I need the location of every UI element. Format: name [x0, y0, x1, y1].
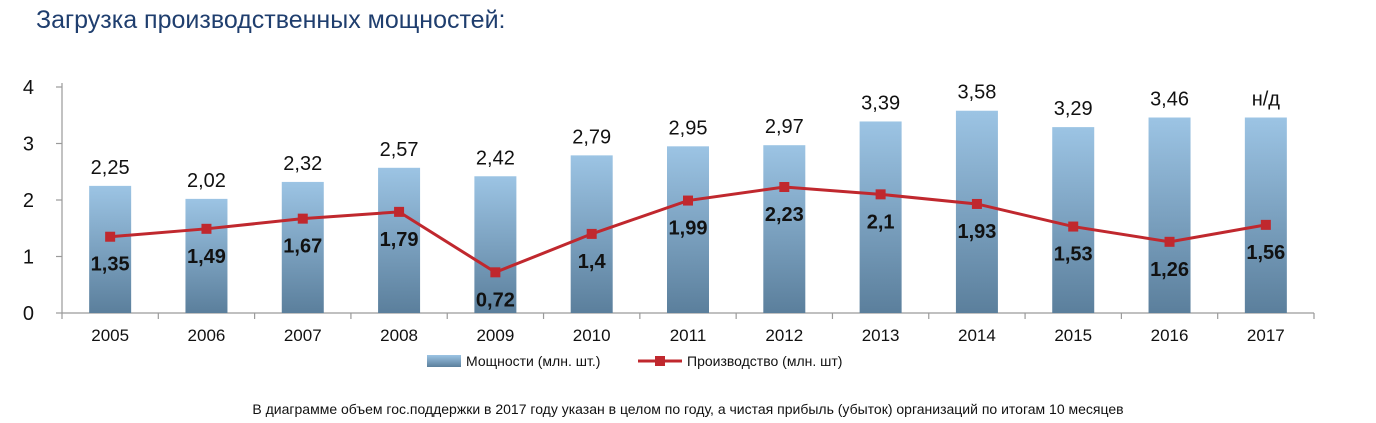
- x-tick-label: 2011: [670, 326, 707, 345]
- capacity-bar-label: 3,39: [861, 92, 900, 114]
- production-point: [105, 231, 116, 242]
- capacity-bar-label: 2,57: [380, 139, 419, 161]
- y-tick-label: 1: [23, 247, 34, 269]
- capacity-bar-label: н/д: [1252, 89, 1281, 111]
- x-tick-label: 2015: [1054, 326, 1092, 345]
- production-point: [586, 228, 597, 239]
- footnote: В диаграмме объем гос.поддержки в 2017 г…: [252, 401, 1124, 417]
- capacity-bar-label: 2,02: [187, 170, 226, 192]
- x-tick-label: 2017: [1247, 326, 1285, 345]
- capacity-bar: [89, 185, 132, 313]
- y-tick-label: 0: [23, 303, 34, 325]
- capacity-bar: [378, 167, 421, 313]
- x-tick-label: 2009: [476, 326, 514, 345]
- x-tick-label: 2012: [765, 326, 803, 345]
- production-point-label: 1,4: [578, 251, 607, 273]
- production-point: [779, 182, 790, 193]
- production-point-label: 1,56: [1246, 242, 1285, 264]
- capacity-bar: [281, 181, 324, 313]
- production-point-label: 2,23: [765, 204, 804, 226]
- production-point: [201, 223, 212, 234]
- capacity-bar-label: 2,97: [765, 116, 804, 138]
- line-series: [105, 182, 1271, 278]
- production-point: [683, 195, 693, 206]
- capacity-bar-label: 2,25: [91, 157, 130, 179]
- capacity-bar: [1052, 127, 1095, 314]
- bar-series: [89, 110, 1287, 314]
- x-tick-label: 2013: [862, 326, 900, 345]
- production-point-label: 1,67: [283, 236, 322, 258]
- production-point-label: 2,1: [867, 211, 895, 233]
- production-point-label: 1,26: [1150, 259, 1189, 281]
- production-point-label: 0,72: [476, 289, 515, 311]
- production-point-label: 1,49: [187, 246, 226, 268]
- capacity-bar: [474, 176, 517, 313]
- capacity-bar-label: 2,32: [283, 153, 322, 175]
- x-tick-label: 2007: [284, 326, 322, 345]
- production-point: [875, 189, 886, 200]
- y-tick-label: 3: [23, 134, 34, 156]
- production-point: [1068, 221, 1079, 232]
- capacity-chart: 0 1 2 3 4 2005 2006 2007 2008 2009 2010 2011 2012 201…: [23, 77, 1315, 369]
- y-tick-label: 2: [23, 190, 34, 212]
- x-tick-label: 2005: [91, 326, 129, 345]
- capacity-bar-label: 2,42: [476, 147, 515, 169]
- capacity-bar-label: 3,46: [1150, 89, 1189, 111]
- data-labels: 2,25 2,02 2,32 2,57 2,42 2,79 2,95 2,97 3,39 3,58…: [91, 82, 1286, 312]
- production-point-label: 1,79: [380, 229, 419, 251]
- x-tick-label: 2014: [958, 326, 996, 345]
- capacity-bar-label: 3,29: [1054, 98, 1093, 120]
- y-tick-label: 4: [23, 77, 34, 99]
- legend-bar-swatch: [427, 355, 461, 367]
- production-point: [971, 198, 982, 209]
- capacity-bar: [1244, 117, 1287, 313]
- production-point-label: 1,35: [91, 254, 130, 276]
- capacity-bar: [859, 121, 902, 313]
- production-point-label: 1,93: [957, 221, 996, 243]
- production-point: [297, 213, 308, 224]
- chart-legend: Мощности (млн. шт.) Производство (млн. шт…: [427, 353, 842, 369]
- legend-bar-label: Мощности (млн. шт.): [466, 353, 600, 369]
- x-tick-label: 2008: [380, 326, 418, 345]
- capacity-bar-label: 2,95: [669, 117, 708, 139]
- capacity-bar: [763, 145, 806, 313]
- production-point-label: 1,53: [1054, 244, 1093, 266]
- capacity-bar-label: 2,79: [572, 126, 611, 148]
- page-title: Загрузка производственных мощностей:: [36, 6, 506, 34]
- x-tick-label: 2006: [188, 326, 226, 345]
- legend-line-marker: [655, 356, 665, 366]
- capacity-bar-label: 3,58: [957, 82, 996, 104]
- production-point: [394, 206, 405, 217]
- capacity-bar: [667, 146, 709, 313]
- production-point: [1260, 219, 1271, 230]
- production-point: [490, 267, 501, 278]
- production-point: [1164, 236, 1175, 247]
- x-tick-label: 2010: [573, 326, 611, 345]
- production-point-label: 1,99: [669, 218, 708, 240]
- capacity-bar: [185, 198, 228, 313]
- capacity-bar: [955, 110, 998, 313]
- legend-line-label: Производство (млн. шт): [687, 353, 842, 369]
- x-tick-label: 2016: [1151, 326, 1189, 345]
- capacity-bar: [1148, 117, 1191, 313]
